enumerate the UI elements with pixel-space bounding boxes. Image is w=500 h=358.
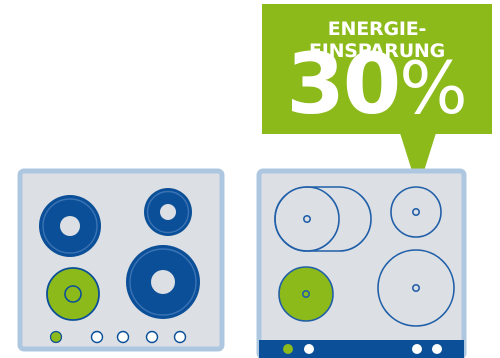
zone-extended-top-left xyxy=(274,186,372,252)
badge-background xyxy=(262,4,492,134)
control-knob xyxy=(173,330,187,344)
right-cooktop-controls xyxy=(283,344,442,354)
zone-top-right xyxy=(390,186,442,238)
zone-bottom-right xyxy=(377,249,455,327)
right-cooktop xyxy=(256,168,467,358)
savings-number: 30 xyxy=(286,35,401,133)
zone-bottom-left-active xyxy=(278,266,334,322)
control-dot-active xyxy=(283,344,293,354)
burner-top-left xyxy=(39,195,101,257)
control-dot xyxy=(412,344,422,354)
control-knob xyxy=(145,330,159,344)
badge-pointer xyxy=(400,133,436,190)
left-cooktop xyxy=(17,168,225,352)
burner-top-right xyxy=(144,188,192,236)
left-cooktop-controls xyxy=(49,330,187,344)
control-dot xyxy=(304,344,314,354)
badge-value: 30% xyxy=(262,42,492,126)
control-knob-active xyxy=(49,330,63,344)
percent-sign: % xyxy=(399,46,468,130)
energy-savings-badge xyxy=(262,4,492,190)
burner-bottom-left-active xyxy=(46,267,100,321)
control-knob xyxy=(116,330,130,344)
right-cooktop-frame xyxy=(256,168,467,358)
control-dot xyxy=(432,344,442,354)
control-knob xyxy=(90,330,104,344)
burner-bottom-right xyxy=(126,245,200,319)
badge-title: ENERGIE-EINSPARUNG xyxy=(308,18,446,62)
